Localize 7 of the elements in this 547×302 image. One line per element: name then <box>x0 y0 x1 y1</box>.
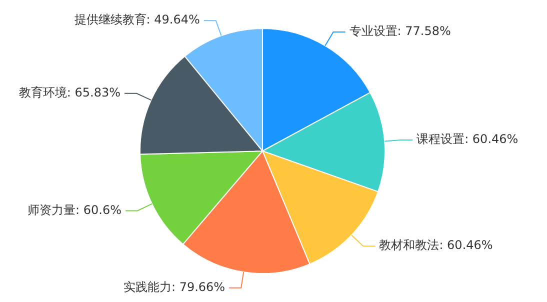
slice-label: 提供继续教育: 49.64% <box>74 12 200 27</box>
slice-label: 教育环境: 65.83% <box>18 86 121 100</box>
slice-label: 课程设置: 60.46% <box>416 132 518 146</box>
slice-label: 师资力量: 60.6% <box>28 202 122 217</box>
slice-label: 实践能力: 79.66% <box>123 280 226 294</box>
slice-label: 教材和教法: 60.46% <box>379 238 493 252</box>
slice-label: 专业设置: 77.58% <box>349 24 451 38</box>
